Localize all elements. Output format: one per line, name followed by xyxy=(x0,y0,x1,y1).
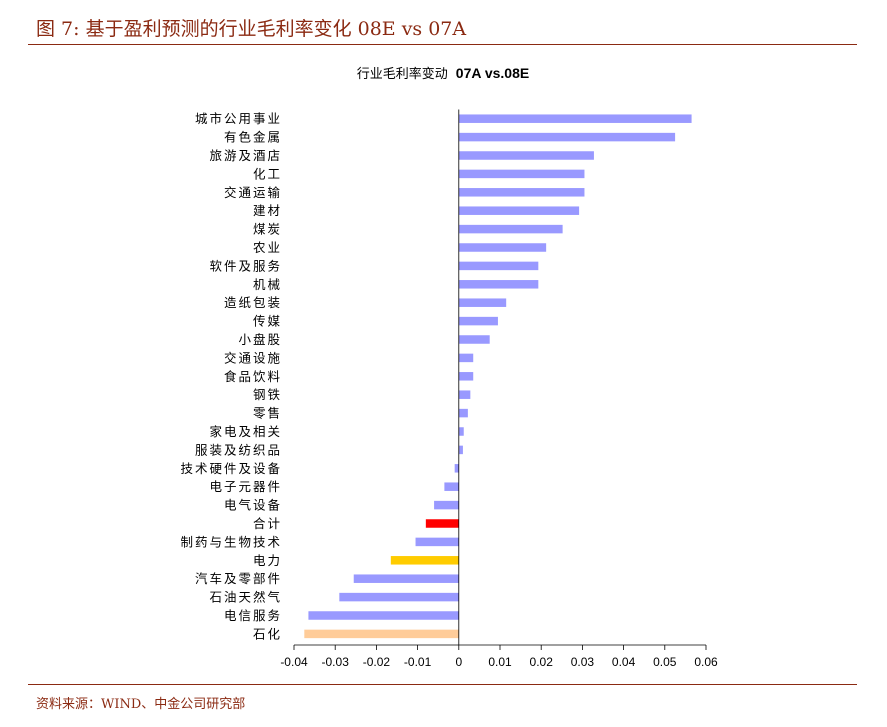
bar xyxy=(458,298,507,307)
category-label: 建材 xyxy=(253,203,282,218)
category-labels-group: 城市公用事业有色金属旅游及酒店化工交通运输建材煤炭农业软件及服务机械造纸包装传媒… xyxy=(180,111,282,641)
x-axis: -0.04 -0.03 -0.02 -0.01 0 0.01 0.02 0.03 0.04 0.0… xyxy=(280,109,718,669)
figure-title: 图 7: 基于盈利预测的行业毛利率变化 08E vs 07A xyxy=(36,18,467,40)
bar xyxy=(458,151,594,160)
bar xyxy=(458,169,585,179)
bar xyxy=(458,261,539,271)
category-label: 钢铁 xyxy=(253,387,282,402)
category-label: 化工 xyxy=(253,166,282,181)
bar xyxy=(458,114,692,123)
chart-title: 行业毛利率变动 07A vs.08E xyxy=(357,65,529,82)
category-label: 服装及纺织品 xyxy=(195,442,282,457)
bar xyxy=(339,592,459,602)
bar xyxy=(458,280,539,289)
x-tick-label: 0.06 xyxy=(694,655,718,669)
category-label: 传媒 xyxy=(253,314,282,329)
bar xyxy=(458,408,468,418)
chart-title-bold: 07A vs.08E xyxy=(456,65,529,81)
bar xyxy=(454,464,459,473)
chart-title-text: 行业毛利率变动 xyxy=(357,66,448,82)
x-tick-label: -0.04 xyxy=(280,655,308,669)
category-label: 合计 xyxy=(253,516,282,531)
category-label: 家电及相关 xyxy=(209,424,282,439)
category-label: 小盘股 xyxy=(238,332,282,347)
category-label: 汽车及零部件 xyxy=(195,571,282,586)
x-tick-label: -0.03 xyxy=(322,655,350,669)
bar xyxy=(458,206,580,215)
category-label: 食品饮料 xyxy=(224,369,282,384)
bar xyxy=(458,243,547,252)
category-label: 电信服务 xyxy=(224,608,282,623)
category-label: 软件及服务 xyxy=(209,258,282,273)
category-label: 零售 xyxy=(253,406,282,421)
bar xyxy=(458,335,490,344)
bar xyxy=(444,482,459,491)
category-label: 交通运输 xyxy=(224,185,282,200)
category-label: 制药与生物技术 xyxy=(180,534,282,549)
bar xyxy=(304,629,459,639)
source-note: 资料来源：WIND、中金公司研究部 xyxy=(36,697,246,712)
category-label: 技术硬件及设备 xyxy=(180,461,282,476)
category-label: 有色金属 xyxy=(224,130,282,145)
bars-group xyxy=(304,114,692,639)
category-label: 农业 xyxy=(253,240,282,255)
bar xyxy=(458,390,471,399)
x-tick-label: 0 xyxy=(455,655,462,669)
x-tick-label: 0.05 xyxy=(653,655,677,669)
x-tick-label: -0.02 xyxy=(363,655,391,669)
bar xyxy=(458,188,585,197)
x-tick-label: 0.01 xyxy=(488,655,512,669)
x-tick-label: 0.03 xyxy=(571,655,595,669)
bar xyxy=(458,224,563,234)
category-label: 机械 xyxy=(253,277,282,292)
x-tick-label: 0.02 xyxy=(530,655,554,669)
category-label: 交通设施 xyxy=(224,350,282,365)
bar xyxy=(353,574,459,583)
bar xyxy=(458,372,474,381)
x-tick-label: -0.01 xyxy=(404,655,432,669)
footer-divider xyxy=(28,684,857,685)
bar xyxy=(458,353,474,363)
category-label: 电力 xyxy=(253,553,282,568)
bar xyxy=(415,537,459,547)
category-label: 煤炭 xyxy=(253,222,282,237)
bar xyxy=(425,519,459,528)
bar xyxy=(458,445,463,455)
category-label: 石油天然气 xyxy=(209,590,282,605)
bar xyxy=(458,132,676,142)
category-label: 电气设备 xyxy=(224,498,282,513)
bar xyxy=(458,316,498,326)
category-label: 石化 xyxy=(253,626,282,641)
bar xyxy=(390,556,459,565)
title-divider xyxy=(28,44,857,45)
category-label: 旅游及酒店 xyxy=(209,148,282,163)
x-tick-label: 0.04 xyxy=(612,655,636,669)
bar xyxy=(434,500,459,510)
category-label: 城市公用事业 xyxy=(195,111,282,126)
bar xyxy=(458,427,464,436)
bar xyxy=(308,611,459,620)
category-label: 造纸包装 xyxy=(224,295,282,310)
category-label: 电子元器件 xyxy=(209,479,282,494)
